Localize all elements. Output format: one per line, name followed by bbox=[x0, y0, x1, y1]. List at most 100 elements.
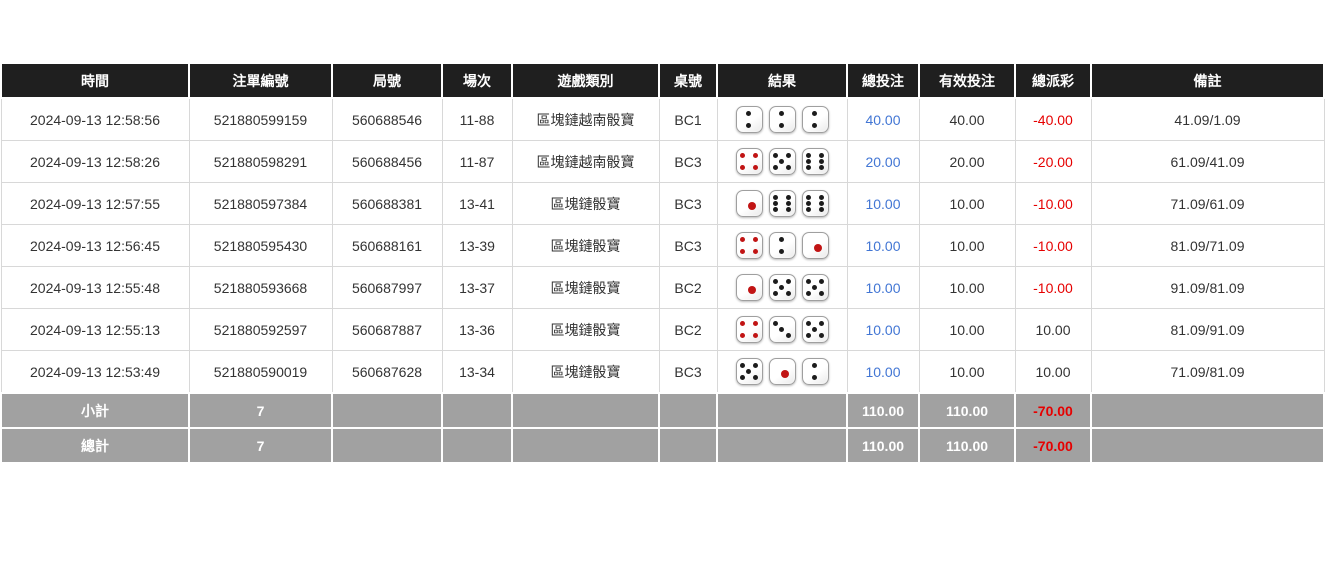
cell-table-no: BC1 bbox=[658, 97, 718, 141]
cell-bet-id: 521880597384 bbox=[188, 182, 333, 225]
summary-cell: 7 bbox=[188, 392, 333, 429]
cell-bet-id: 521880599159 bbox=[188, 97, 333, 141]
total-bet-link[interactable]: 10.00 bbox=[865, 363, 901, 380]
cell-round-id: 560688161 bbox=[331, 224, 443, 267]
cell-game-type: 區塊鏈骰寶 bbox=[511, 182, 660, 225]
summary-cell bbox=[1090, 392, 1325, 429]
cell-total-bet: 10.00 bbox=[846, 182, 920, 225]
cell-total-bet: 10.00 bbox=[846, 224, 920, 267]
cell-valid-bet: 10.00 bbox=[918, 350, 1016, 394]
column-header: 遊戲類別 bbox=[511, 62, 660, 99]
cell-table-no: BC3 bbox=[658, 224, 718, 267]
cell-round-id: 560687997 bbox=[331, 266, 443, 309]
cell-total-bet: 20.00 bbox=[846, 140, 920, 183]
cell-result bbox=[716, 182, 848, 225]
cell-session: 13-37 bbox=[441, 266, 513, 309]
dice-2-icon bbox=[768, 232, 796, 259]
cell-game-type: 區塊鏈越南骰寶 bbox=[511, 140, 660, 183]
cell-result bbox=[716, 224, 848, 267]
dice-5-icon bbox=[801, 274, 829, 301]
total-bet-link[interactable]: 10.00 bbox=[865, 321, 901, 338]
header-row: 時間 注單編號 局號 場次 遊戲類別 桌號 結果 總投注 有效投注 總派彩 備註 bbox=[0, 62, 1325, 99]
summary-cell: 110.00 bbox=[918, 427, 1016, 464]
summary-cell: -70.00 bbox=[1014, 427, 1092, 464]
total-bet-link[interactable]: 10.00 bbox=[865, 237, 901, 254]
total-bet-link[interactable]: 20.00 bbox=[865, 153, 901, 170]
total-bet-link[interactable]: 10.00 bbox=[865, 195, 901, 212]
cell-time: 2024-09-13 12:56:45 bbox=[0, 224, 190, 267]
column-header: 有效投注 bbox=[918, 62, 1016, 99]
summary-cell bbox=[331, 427, 443, 464]
dice-2-icon bbox=[801, 358, 829, 385]
cell-session: 13-39 bbox=[441, 224, 513, 267]
cell-remark: 81.09/71.09 bbox=[1090, 224, 1325, 267]
cell-time: 2024-09-13 12:55:13 bbox=[0, 308, 190, 351]
cell-round-id: 560687887 bbox=[331, 308, 443, 351]
cell-round-id: 560687628 bbox=[331, 350, 443, 394]
summary-cell: 110.00 bbox=[846, 427, 920, 464]
cell-total-bet: 10.00 bbox=[846, 308, 920, 351]
cell-payout: -10.00 bbox=[1014, 266, 1092, 309]
cell-round-id: 560688546 bbox=[331, 97, 443, 141]
cell-valid-bet: 10.00 bbox=[918, 308, 1016, 351]
cell-remark: 71.09/61.09 bbox=[1090, 182, 1325, 225]
cell-total-bet: 10.00 bbox=[846, 266, 920, 309]
cell-remark: 81.09/91.09 bbox=[1090, 308, 1325, 351]
cell-bet-id: 521880590019 bbox=[188, 350, 333, 394]
cell-bet-id: 521880595430 bbox=[188, 224, 333, 267]
dice-4-icon bbox=[735, 148, 763, 175]
total-bet-link[interactable]: 10.00 bbox=[865, 279, 901, 296]
cell-session: 13-34 bbox=[441, 350, 513, 394]
cell-bet-id: 521880592597 bbox=[188, 308, 333, 351]
cell-table-no: BC3 bbox=[658, 182, 718, 225]
cell-result bbox=[716, 350, 848, 394]
cell-session: 11-87 bbox=[441, 140, 513, 183]
cell-time: 2024-09-13 12:53:49 bbox=[0, 350, 190, 394]
cell-round-id: 560688381 bbox=[331, 182, 443, 225]
cell-table-no: BC3 bbox=[658, 140, 718, 183]
total-bet-link[interactable]: 40.00 bbox=[865, 111, 901, 128]
dice-6-icon bbox=[801, 190, 829, 217]
table-row: 2024-09-13 12:57:55 521880597384 5606883… bbox=[0, 182, 1325, 225]
summary-cell bbox=[658, 427, 718, 464]
column-header: 總投注 bbox=[846, 62, 920, 99]
summary-cell: 110.00 bbox=[846, 392, 920, 429]
cell-valid-bet: 10.00 bbox=[918, 182, 1016, 225]
cell-game-type: 區塊鏈骰寶 bbox=[511, 308, 660, 351]
cell-remark: 61.09/41.09 bbox=[1090, 140, 1325, 183]
summary-cell bbox=[441, 427, 513, 464]
cell-table-no: BC3 bbox=[658, 350, 718, 394]
cell-valid-bet: 20.00 bbox=[918, 140, 1016, 183]
column-header: 注單編號 bbox=[188, 62, 333, 99]
cell-payout: -10.00 bbox=[1014, 182, 1092, 225]
cell-bet-id: 521880593668 bbox=[188, 266, 333, 309]
cell-payout: -20.00 bbox=[1014, 140, 1092, 183]
dice-1-icon bbox=[768, 358, 796, 385]
cell-total-bet: 40.00 bbox=[846, 97, 920, 141]
column-header: 總派彩 bbox=[1014, 62, 1092, 99]
table-footer: 小計 7 110.00 110.00 -70.00 總計 7 110.00 110.00 -70.… bbox=[0, 392, 1325, 464]
column-header: 場次 bbox=[441, 62, 513, 99]
summary-cell bbox=[511, 427, 660, 464]
cell-table-no: BC2 bbox=[658, 308, 718, 351]
cell-bet-id: 521880598291 bbox=[188, 140, 333, 183]
summary-cell: 7 bbox=[188, 427, 333, 464]
summary-cell bbox=[1090, 427, 1325, 464]
dice-2-icon bbox=[768, 106, 796, 133]
dice-3-icon bbox=[768, 316, 796, 343]
cell-time: 2024-09-13 12:57:55 bbox=[0, 182, 190, 225]
table-body: 2024-09-13 12:58:56 521880599159 5606885… bbox=[0, 97, 1325, 394]
cell-result bbox=[716, 97, 848, 141]
dice-1-icon bbox=[735, 274, 763, 301]
cell-valid-bet: 10.00 bbox=[918, 224, 1016, 267]
cell-valid-bet: 40.00 bbox=[918, 97, 1016, 141]
cell-payout: 10.00 bbox=[1014, 308, 1092, 351]
dice-5-icon bbox=[768, 148, 796, 175]
dice-4-icon bbox=[735, 316, 763, 343]
table-row: 2024-09-13 12:55:48 521880593668 5606879… bbox=[0, 266, 1325, 309]
dice-6-icon bbox=[768, 190, 796, 217]
dice-5-icon bbox=[801, 316, 829, 343]
cell-round-id: 560688456 bbox=[331, 140, 443, 183]
cell-remark: 41.09/1.09 bbox=[1090, 97, 1325, 141]
cell-result bbox=[716, 308, 848, 351]
